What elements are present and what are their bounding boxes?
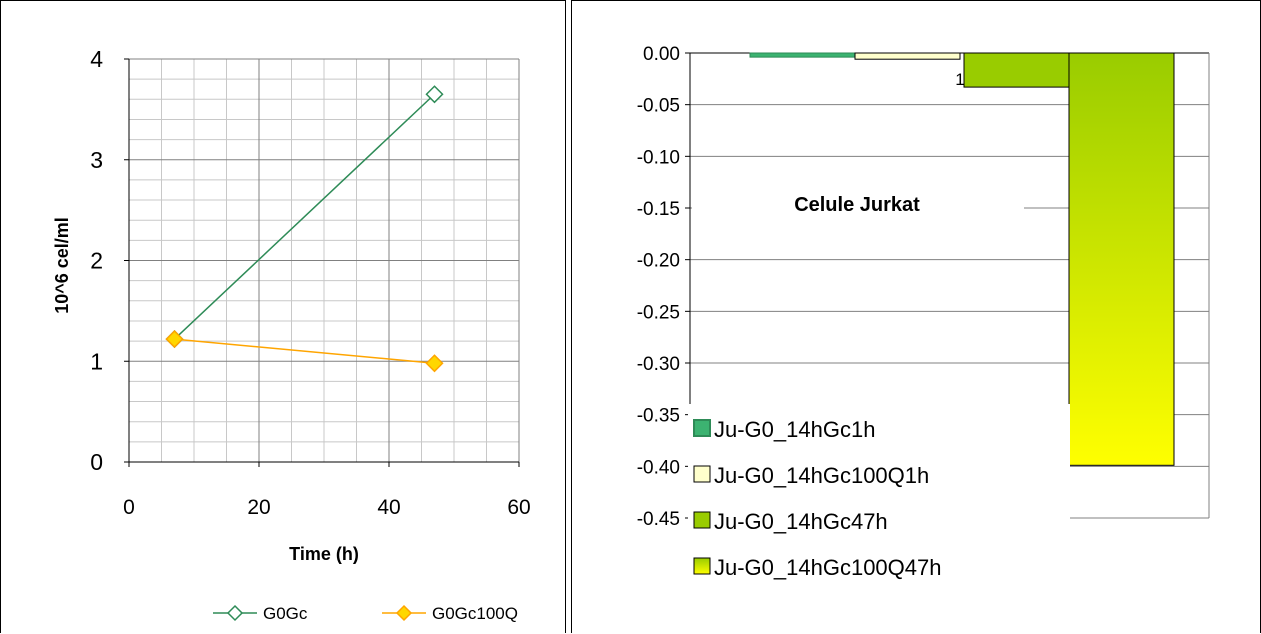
bar-chart: 0.00 -0.05 -0.10 -0.15 -0.20 -0.25 -0.30 -0.35 -… [637,44,1210,594]
legend-marker-0 [226,604,244,622]
y-tick-label: -0.35 [637,406,680,427]
bar-chart-panel: 0.00 -0.05 -0.10 -0.15 -0.20 -0.25 -0.30 -0.35 -… [571,0,1261,633]
legend-swatch-2 [693,511,711,529]
y-tick-label: -0.25 [637,302,680,323]
chart-title: Celule Jurkat [794,194,920,216]
series-line-1 [174,338,435,365]
legend-label-1: Ju-G0_14hGc100Q1h [714,463,929,488]
bar-0 [749,52,856,58]
y-axis-title: 10^6 cel/ml [52,217,72,314]
legend-swatch-0 [693,419,711,437]
legend-swatch-3 [693,557,711,575]
x-tick-label: 20 [247,496,270,519]
bar-3 [1068,52,1175,466]
x-tick-label: 0 [123,496,135,519]
line-chart: 0 20 40 60 0 1 2 3 4 Time (h) 10^6 cel/ml G0Gc G0Gc1… [52,46,531,623]
data-point-0-1 [425,85,444,104]
y-tick-label: -0.45 [637,509,680,530]
legend-label-3: Ju-G0_14hGc100Q47h [714,555,942,580]
line-chart-panel: 0 20 40 60 0 1 2 3 4 Time (h) 10^6 cel/ml G0Gc G0Gc1… [0,0,566,633]
y-tick-label: 0.00 [643,44,680,65]
data-point-1-1 [425,354,444,373]
y-tick-label: -0.20 [637,251,680,272]
legend-label-0: G0Gc [263,604,308,623]
legend-label-0: Ju-G0_14hGc1h [714,417,875,442]
legend-label-1: G0Gc100Q [432,604,518,623]
data-point-1-0 [165,330,184,349]
y-tick-label: 1 [90,348,103,374]
bar-1 [854,52,961,60]
x-tick-label: 60 [507,496,530,519]
legend-marker-1 [395,604,413,622]
x-tick-label: 40 [377,496,400,519]
title-background [692,183,1024,233]
y-tick-label: -0.05 [637,96,680,117]
y-tick-label: 4 [90,46,103,72]
legend-background [688,404,1070,594]
y-tick-label: -0.40 [637,457,680,478]
data-label: 1 [955,70,964,89]
series-line-0 [173,93,436,340]
y-tick-label: 2 [90,248,103,274]
y-tick-label: 0 [90,449,103,475]
x-axis-title: Time (h) [289,544,359,564]
y-tick-label: -0.30 [637,354,680,375]
legend-label-2: Ju-G0_14hGc47h [714,509,888,534]
y-tick-label: -0.15 [637,199,680,220]
legend-swatch-1 [693,465,711,483]
y-tick-label: 3 [90,147,103,173]
y-tick-label: -0.10 [637,147,680,168]
bar-2 [963,52,1070,88]
